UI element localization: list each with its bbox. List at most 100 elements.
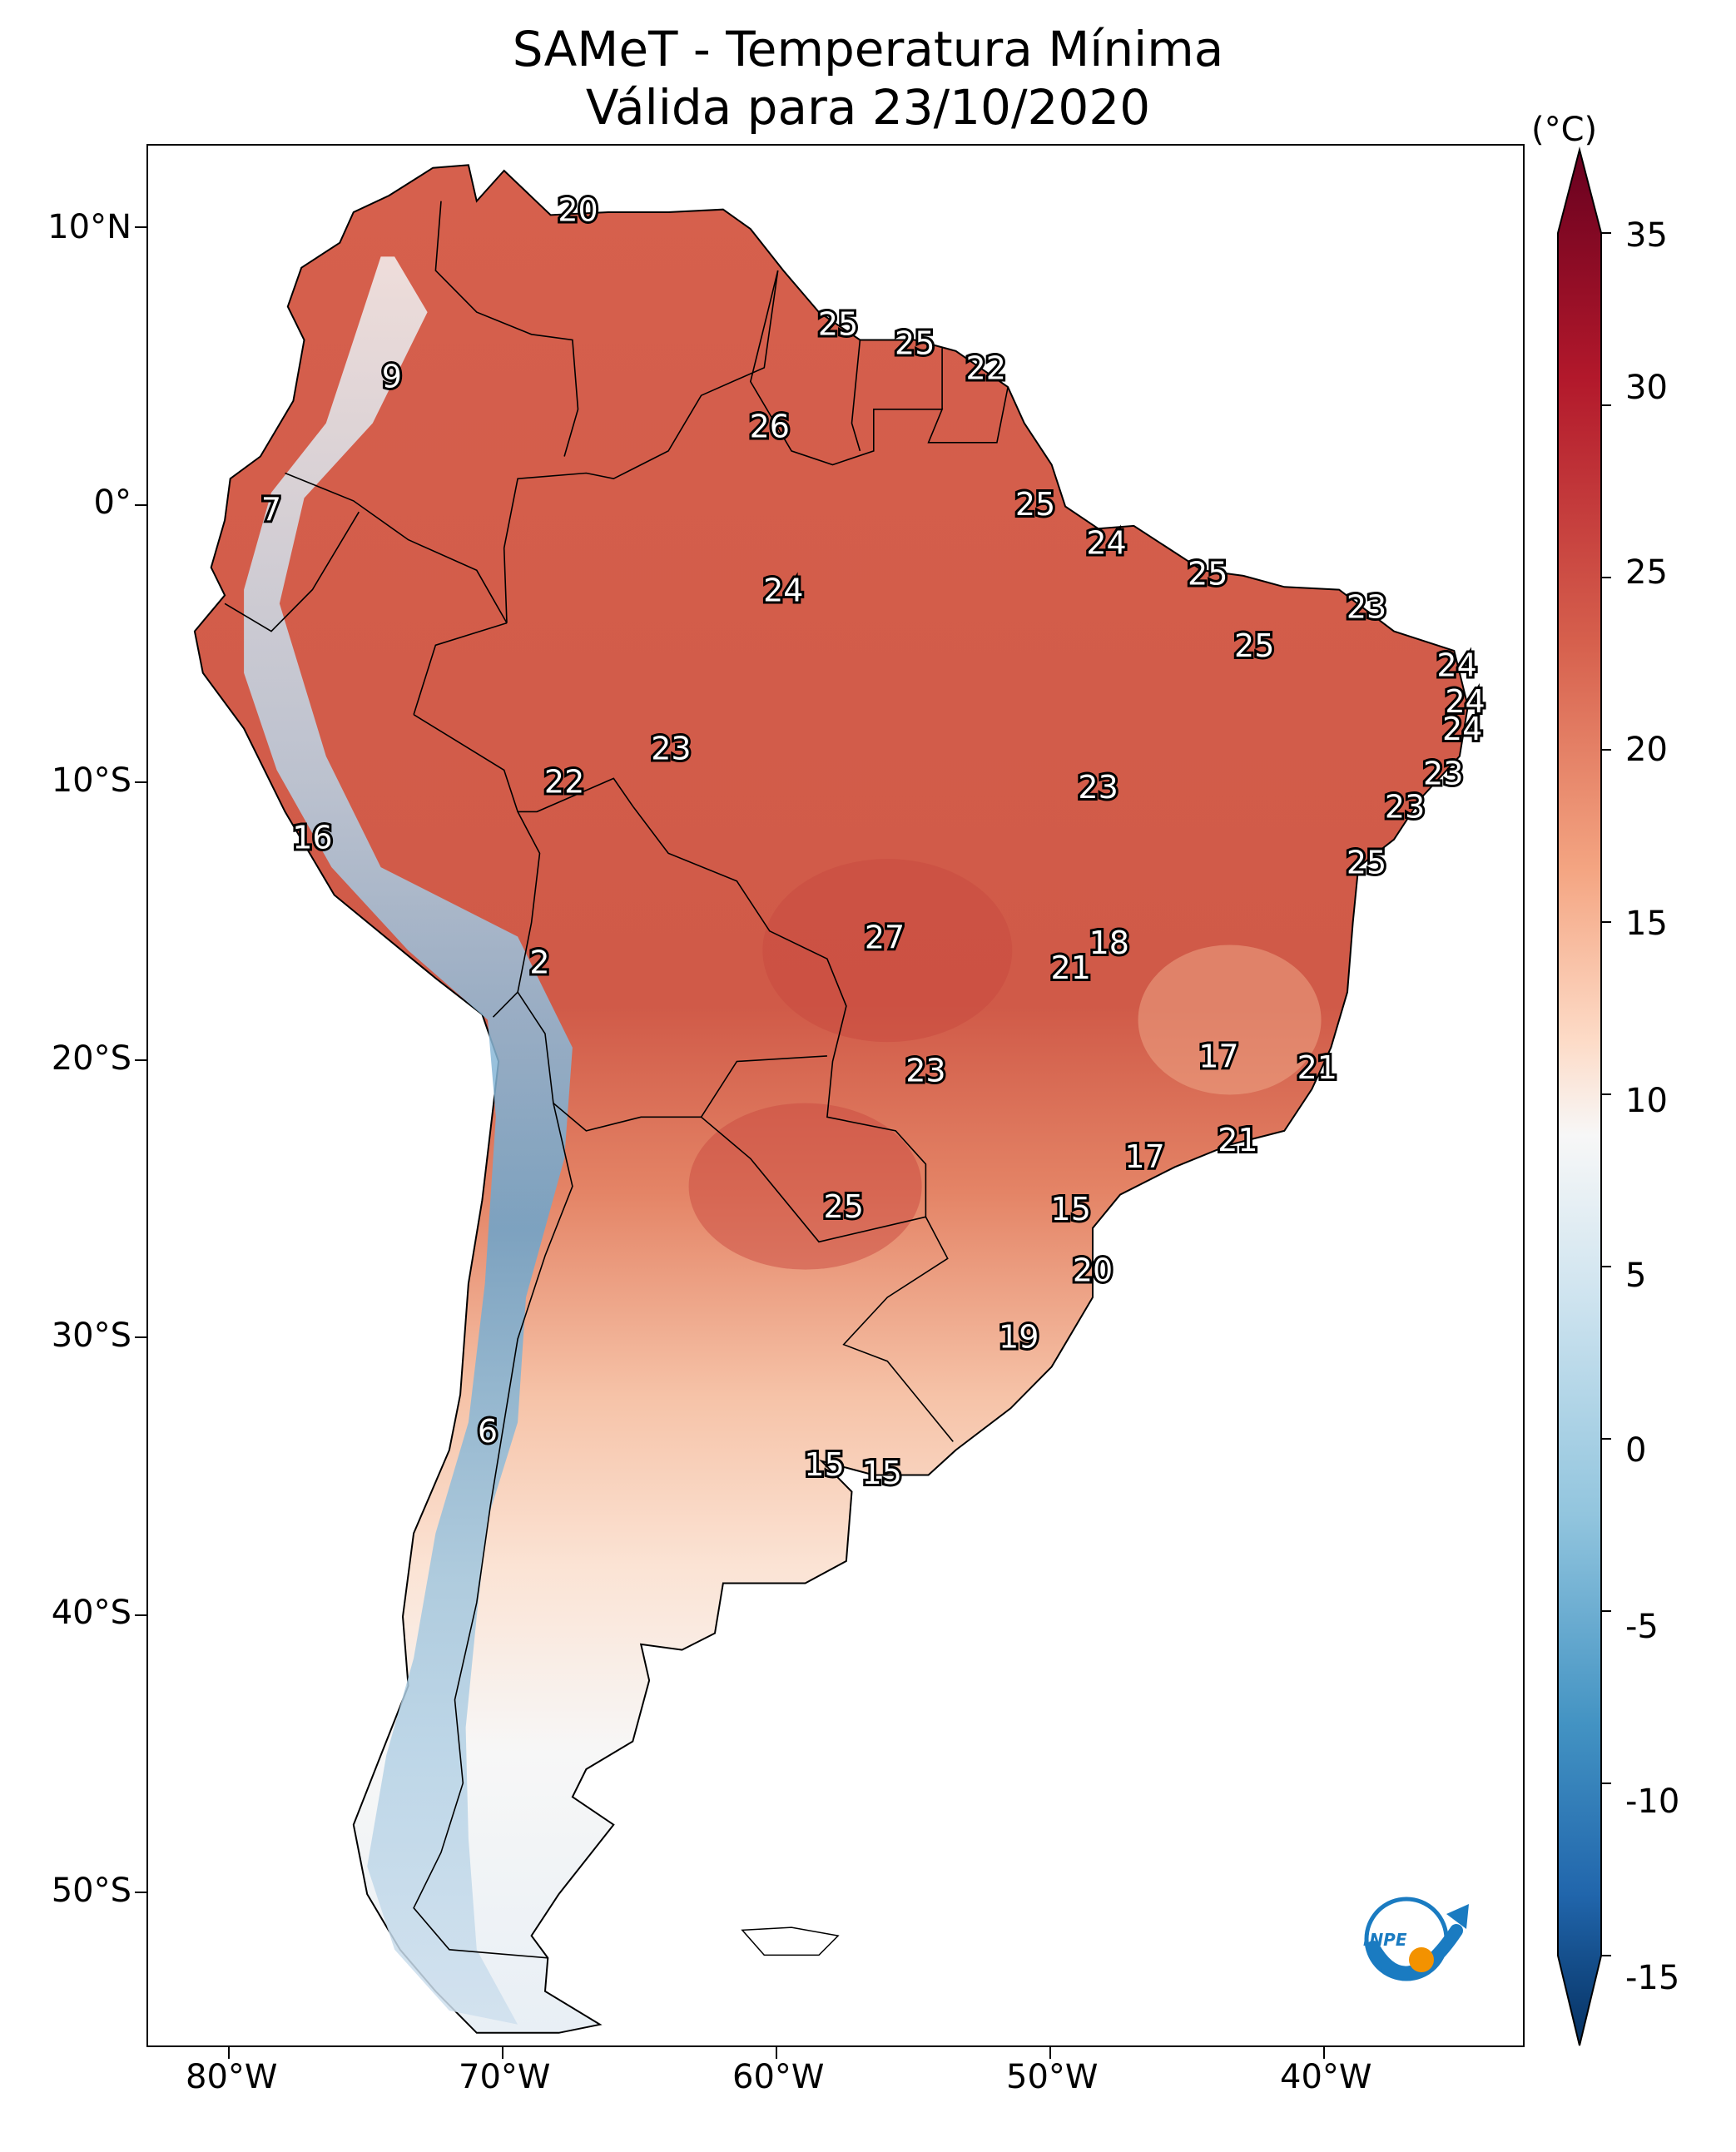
axis-tick [135,1614,146,1616]
colorbar-tick-label: 5 [1625,1257,1647,1295]
falkland-islands [741,1926,840,1956]
lat-tick-label: 30°S [51,1316,131,1355]
temperature-label: 9 [382,359,402,395]
temperature-label: 20 [1073,1252,1113,1289]
axis-tick [775,2047,777,2059]
country-border-line [224,511,360,632]
temperature-label: 23 [905,1052,945,1088]
lon-tick-label: 80°W [186,2058,278,2096]
axis-tick [227,2047,230,2059]
axis-tick [501,2047,503,2059]
temperature-label: 25 [1015,486,1055,523]
map-frame: 20 9 25 25 22 26 7 25 24 25 23 24 25 24 24 24 23 22 23 23 23… [146,144,1525,2047]
colorbar-tick-label: 10 [1625,1082,1668,1120]
axis-tick [135,503,146,506]
temperature-label: 15 [804,1446,844,1483]
lon-tick-label: 70°W [459,2058,551,2096]
lat-tick-label: 0° [93,483,131,522]
colorbar-tick-label: 25 [1625,553,1668,592]
axis-tick [135,781,146,784]
colorbar-tick-label: -10 [1625,1783,1680,1821]
temperature-label: 7 [261,492,281,528]
lon-tick-label: 50°W [1006,2058,1099,2096]
temperature-label: 23 [1385,789,1425,826]
temperature-label: 22 [544,764,584,801]
country-border-line [413,714,954,1442]
country-border-line [413,1103,573,1959]
temperature-label: 24 [1436,647,1476,684]
temperature-label: 15 [1051,1191,1091,1227]
axis-tick [135,226,146,229]
temperature-label: 17 [1198,1039,1238,1075]
temperature-label: 25 [895,325,935,362]
lat-tick-label: 10°S [51,761,131,800]
temperature-label: 24 [1442,711,1482,747]
mild-area-minas [1138,945,1322,1095]
temperature-label: 20 [558,192,598,229]
lon-tick-label: 60°W [732,2058,825,2096]
temperature-label: 26 [750,409,790,445]
temperature-label: 17 [1124,1138,1164,1175]
lat-tick-label: 50°S [51,1872,131,1910]
temperature-label: 21 [1218,1122,1257,1158]
lat-tick-label: 10°N [47,208,131,246]
temperature-label: 24 [1445,683,1485,720]
temperature-label: 18 [1089,925,1129,961]
country-border-line [701,1116,926,1243]
axis-tick [1049,2047,1051,2059]
temperature-label: 2 [529,944,549,980]
temperature-label: 16 [292,819,332,855]
inpe-logo: INPE [1363,1897,1469,1981]
colorbar-tick-label: 15 [1625,905,1668,943]
temperature-label: 23 [1347,588,1386,625]
country-border-line [413,622,508,715]
temperature-label: 25 [818,305,858,342]
lat-tick-label: 40°S [51,1594,131,1632]
andes-cold-band [244,256,573,2025]
warm-core-pantanal [762,859,1013,1043]
country-border-line [503,270,779,623]
colorbar-unit: (°C) [1531,111,1598,149]
colorbar-tick-label: -15 [1625,1959,1680,1997]
temperature-label: 27 [865,919,905,955]
temperature-label: 19 [999,1319,1039,1356]
temperature-label: 23 [1078,769,1118,806]
temperature-label: 25 [1188,555,1228,592]
temperature-label: 21 [1297,1049,1337,1086]
country-border-line [492,991,518,1018]
axis-tick [135,1336,146,1339]
axis-tick [135,1892,146,1894]
svg-text:INPE: INPE [1363,1930,1407,1950]
colorbar [1557,146,1611,2046]
axis-tick [1322,2047,1325,2059]
map-title: SAMeT - Temperatura Mínima [512,21,1224,77]
axis-tick [135,1059,146,1061]
temperature-label: 25 [1347,844,1386,880]
colorbar-tick-label: 20 [1625,731,1668,769]
temperature-label: 25 [1234,627,1274,664]
colorbar-tick-label: 30 [1625,369,1668,407]
lon-tick-label: 40°W [1280,2058,1372,2096]
temperature-label: 25 [824,1188,864,1225]
temperature-label: 23 [651,731,691,767]
land-layer [193,164,1469,2034]
country-border-line [285,472,508,623]
lat-tick-label: 20°S [51,1039,131,1078]
colorbar-tick-label: 0 [1625,1431,1647,1470]
map-subtitle: Válida para 23/10/2020 [585,79,1151,136]
temperature-label: 21 [1051,950,1091,986]
temperature-label: 22 [966,350,1006,387]
country-border-line [749,270,1009,466]
colorbar-tick-label: -5 [1625,1608,1659,1646]
temperature-label: 23 [1423,756,1463,792]
country-borders [224,201,1009,1959]
temperature-label: 6 [478,1413,498,1450]
temperature-label: 24 [1086,525,1126,562]
temperature-label: 24 [763,572,803,608]
temperature-label: 15 [862,1455,902,1491]
country-border-line [434,201,579,457]
colorbar-tick-label: 35 [1625,216,1668,255]
warm-core-chaco [688,1103,922,1270]
